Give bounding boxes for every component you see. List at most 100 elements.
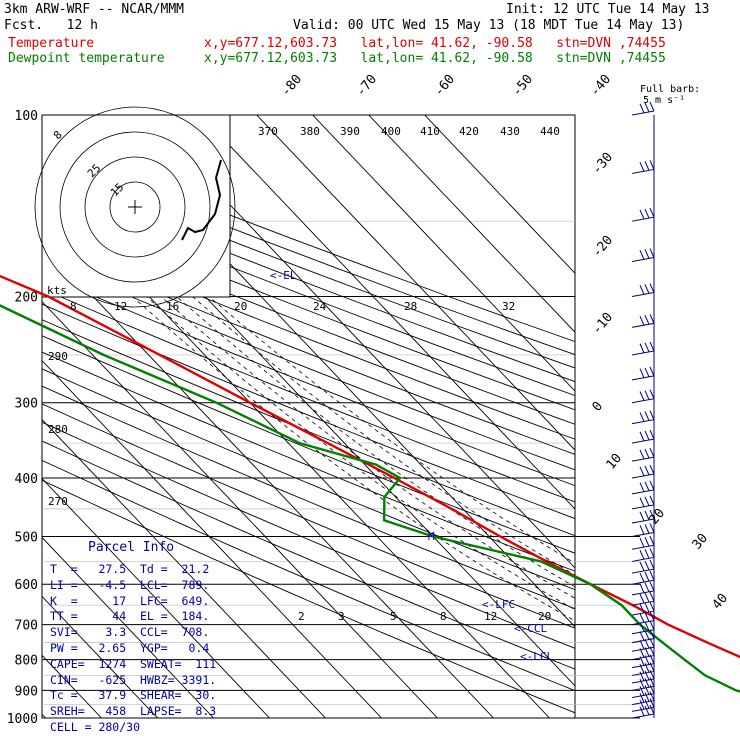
hodograph-ring [109,181,161,233]
wind-barb-flag [644,524,650,534]
isotherm-label: -80 [279,72,306,100]
wind-barb [631,504,655,510]
wind-barb-flag [649,314,655,324]
wind-barb-flag [644,670,650,681]
mixing-ratio-label: 24 [313,300,327,313]
dry-adiabat-label: 380 [300,125,320,138]
wind-barb-flag [644,249,650,259]
wind-barb-flag [639,561,645,572]
isotherm [312,115,575,392]
mixing-ratio-label: 12 [114,300,127,313]
theta-label: 290 [48,350,68,363]
wind-barb-flag [644,560,650,571]
wind-barb [631,713,655,719]
wind-barb-flag [644,582,650,593]
wind-barb-flag [649,601,655,612]
wind-barb-flag [639,525,645,535]
hodograph-ring [59,131,211,283]
wind-barb-flag [649,447,655,458]
wind-barb [631,678,655,684]
wind-barb-flag [639,315,645,326]
wind-barb-flag [649,677,655,687]
hodograph-ring [34,106,236,308]
wind-barb-flag [644,481,650,492]
isotherm-label: 30 [690,531,712,553]
wind-barb-flag [639,250,645,260]
wind-barb [631,629,655,635]
dry-adiabat-label: 410 [420,125,440,138]
isotherm-label: 10 [604,451,626,473]
pressure-tick-label: 500 [15,530,38,545]
wind-barb-flag [639,706,645,717]
mixing-ratio-label: 20 [234,300,247,313]
wind-barb [631,110,655,116]
wind-barb-flag [649,464,655,475]
wind-barb [631,292,655,298]
wind-barb [631,257,655,263]
wind-barb-flag [639,497,645,507]
wind-barb-flag [644,592,650,603]
wind-barb-flag [644,621,650,631]
dewpoint-profile [0,304,740,693]
isotherm [42,359,382,718]
wind-barb-flag [649,207,655,218]
wind-barb-flag [639,631,645,641]
isotherm [42,595,158,718]
wind-barb [631,600,655,606]
dry-adiabat [42,385,575,610]
wind-barb-flag [639,622,645,632]
parcel-info-row: CELL = 280/30 [50,720,141,734]
wind-barb-flag [649,495,655,506]
wind-barb-flag [639,431,645,442]
wind-barb-flag [649,248,655,258]
wind-barb-flag [649,691,655,701]
wind-barb-flag [639,699,645,710]
wind-barb-flag [639,412,645,422]
pressure-tick-label: 300 [15,397,38,412]
dry-adiabat [42,165,575,369]
wind-barb-flag [644,496,650,506]
wind-barb [631,590,655,596]
mixing-ratio-label: 8 [70,300,77,313]
wind-barb [631,438,655,444]
wind-barb-flag [639,391,645,401]
wind-barb [631,489,655,495]
isotherm-label: -10 [590,310,617,338]
pressure-tick-label: 100 [15,109,38,124]
wind-barb-flag [639,285,645,295]
wind-barb [631,375,655,381]
hodograph-units: kts [47,284,67,297]
dry-adiabat [42,258,575,471]
isotherm [42,418,326,718]
wind-barb-flag [639,466,645,477]
wind-barb-flag [649,536,655,546]
isotherm [256,115,575,451]
isotherm [424,115,575,274]
wind-barb-flag [644,630,650,640]
dry-adiabat-label: 440 [540,125,560,138]
mixing-ratio-label: 12 [484,610,497,623]
wind-barb [631,655,655,661]
wind-barb-flag [639,572,645,583]
parcel-info-row: TT = 44 EL = 184. [50,609,210,624]
dewpoint-location: x,y=677.12,603.73 lat,lon= 41.62, -90.58… [204,51,666,66]
wind-barb-flag [649,160,655,170]
wind-barbs [631,101,655,719]
wind-barb [631,646,655,652]
wind-barb [631,531,655,537]
wind-barb-flag [649,509,655,520]
wind-barb [631,456,655,462]
wind-barb-flag [644,161,650,171]
wind-barb-flag [644,678,650,688]
wind-barb-flag [649,611,655,621]
wind-barb-flag [649,548,655,558]
wind-barb-flag [644,692,650,702]
dry-adiabat [42,368,575,591]
dewpoint-legend: Dewpoint temperature [8,51,165,66]
valid-time: Valid: 00 UTC Wed 15 May 13 (18 MDT Tue … [293,18,685,33]
wind-barb-flag [639,537,645,548]
wind-barb-flag [644,705,650,716]
dry-adiabat [42,230,575,440]
level-marker-lfc: <-LFC [482,598,515,611]
wind-barb-flag [639,671,645,682]
